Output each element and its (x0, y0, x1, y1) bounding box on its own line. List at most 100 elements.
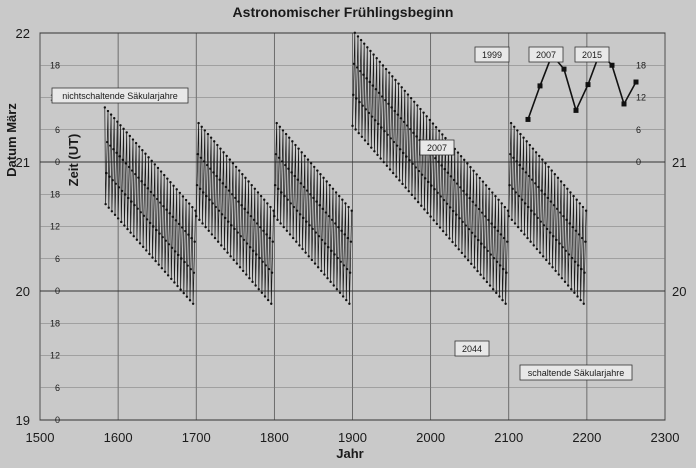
sawtooth-point (544, 162, 547, 165)
sawtooth-point (189, 268, 192, 271)
sawtooth-point (561, 245, 564, 249)
sawtooth-point (155, 197, 159, 201)
sawtooth-point (532, 244, 535, 247)
sawtooth-point (227, 220, 230, 223)
sawtooth-point (208, 198, 211, 201)
sawtooth-point (183, 260, 186, 264)
sawtooth-point (394, 78, 397, 82)
sawtooth-point (462, 189, 465, 193)
sawtooth-point (293, 174, 296, 178)
sawtooth-point (402, 120, 406, 124)
sawtooth-point (417, 169, 421, 173)
sawtooth-point (348, 302, 351, 305)
sawtooth-point (456, 151, 460, 154)
sawtooth-point (516, 225, 520, 229)
sawtooth-point (466, 258, 470, 262)
sawtooth-point (280, 191, 283, 194)
sawtooth-point (255, 222, 259, 225)
sawtooth-point (541, 158, 544, 161)
sawtooth-point (213, 236, 217, 240)
sawtooth-point (270, 271, 274, 274)
sawtooth-point (388, 71, 391, 74)
sawtooth-point (374, 88, 378, 91)
sawtooth-point (246, 211, 250, 214)
sawtooth-point (467, 227, 471, 231)
sawtooth-point (370, 115, 374, 118)
sawtooth-point (119, 124, 122, 127)
sawtooth-point (305, 220, 308, 223)
sawtooth-point (344, 202, 347, 205)
sawtooth-point (273, 183, 277, 187)
sawtooth-point (509, 152, 512, 156)
sawtooth-point (536, 216, 539, 220)
sawtooth-point (511, 187, 514, 191)
sawtooth-point (234, 165, 238, 169)
sawtooth-point (327, 245, 330, 249)
sawtooth-point (104, 202, 107, 206)
sawtooth-point (147, 156, 150, 159)
sawtooth-point (401, 182, 404, 186)
sawtooth-point (134, 141, 138, 145)
sawtooth-point (149, 190, 153, 194)
sawtooth-point (241, 173, 244, 176)
sawtooth-point (366, 46, 369, 49)
sawtooth-point (203, 129, 207, 132)
sawtooth-point (550, 169, 553, 172)
sawtooth-point (359, 69, 362, 73)
sawtooth-point (227, 189, 231, 192)
sawtooth-point (502, 236, 506, 240)
sawtooth-point (520, 229, 523, 232)
inset-series-line (527, 50, 637, 120)
sawtooth-point (438, 226, 442, 229)
sawtooth-point (530, 178, 534, 181)
sawtooth-point (582, 302, 585, 305)
sawtooth-point (181, 195, 185, 198)
sawtooth-point (262, 229, 265, 232)
sawtooth-point (419, 107, 422, 111)
sawtooth-point (193, 240, 196, 243)
sawtooth-point (363, 139, 367, 142)
hour-tick-label: 12 (50, 222, 60, 232)
sawtooth-point (316, 266, 320, 269)
annotation-box (574, 46, 610, 63)
sawtooth-point (178, 191, 182, 195)
sawtooth-point (123, 224, 126, 227)
sawtooth-point (286, 198, 289, 201)
sawtooth-point (559, 180, 563, 183)
sawtooth-point (416, 200, 420, 204)
sawtooth-point (516, 129, 519, 132)
sawtooth-point (164, 239, 167, 242)
sawtooth-point (573, 291, 576, 294)
sawtooth-point (268, 236, 271, 240)
sawtooth-point (538, 251, 542, 254)
annotation-label: 2015 (582, 50, 602, 60)
sawtooth-point (253, 187, 257, 191)
sawtooth-point (330, 249, 333, 253)
sawtooth-point (393, 109, 396, 113)
sawtooth-point (360, 135, 364, 138)
y-tick-label: 21 (16, 155, 30, 170)
sawtooth-point (442, 198, 446, 202)
sawtooth-point (126, 227, 129, 231)
y-right-tick-label: 20 (672, 284, 686, 299)
sawtooth-point (173, 250, 177, 253)
sawtooth-point (144, 152, 147, 155)
sawtooth-point (369, 49, 372, 53)
sawtooth-point (295, 240, 298, 243)
sawtooth-point (415, 135, 418, 138)
sawtooth-point (205, 194, 208, 198)
sawtooth-point (504, 302, 507, 305)
sawtooth-point (435, 222, 439, 226)
sawtooth-point (257, 287, 260, 291)
sawtooth-point (220, 244, 223, 247)
sawtooth-point (351, 124, 354, 128)
sawtooth-point (400, 86, 403, 89)
sawtooth-point (382, 160, 385, 164)
sawtooth-point (481, 180, 485, 183)
hour-tick-label: 0 (55, 286, 60, 296)
sawtooth-point (312, 196, 315, 200)
sawtooth-point (505, 271, 508, 274)
sawtooth-point (209, 136, 213, 139)
sawtooth-point (283, 194, 286, 198)
sawtooth-point (486, 249, 489, 253)
